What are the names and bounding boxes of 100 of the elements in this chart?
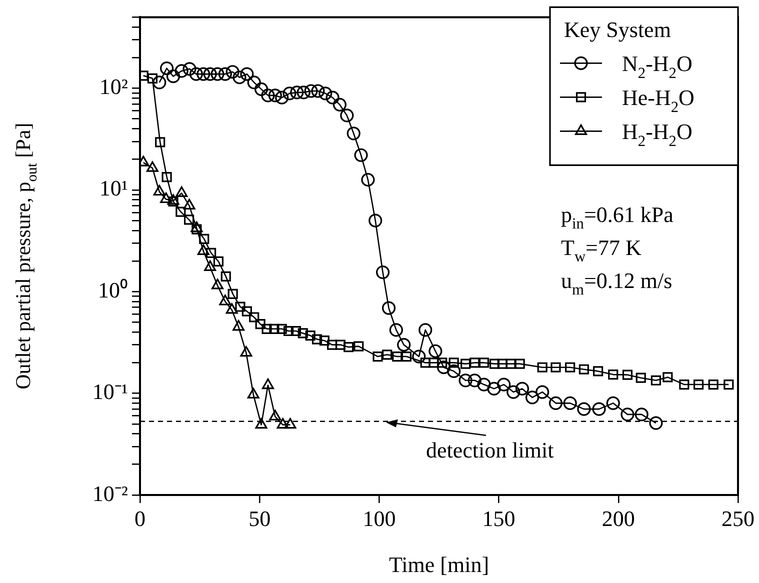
point (226, 303, 238, 314)
point (335, 340, 346, 350)
point (219, 294, 232, 306)
point (563, 396, 577, 410)
point (311, 84, 325, 98)
point (537, 362, 548, 372)
point (262, 378, 274, 390)
point (649, 416, 663, 430)
point (346, 126, 360, 140)
point (327, 340, 338, 350)
point (228, 288, 238, 299)
point (182, 62, 196, 76)
point (506, 385, 520, 399)
point (284, 326, 294, 336)
point (160, 192, 172, 204)
point (392, 351, 402, 362)
point (269, 324, 280, 334)
point (565, 362, 576, 372)
point (197, 244, 210, 255)
point (189, 67, 204, 81)
point (550, 362, 561, 372)
point (515, 382, 530, 396)
point (428, 344, 442, 358)
point (312, 334, 322, 344)
point (397, 338, 411, 352)
point (255, 319, 266, 330)
point (210, 67, 224, 81)
point (344, 342, 354, 352)
point (447, 364, 461, 378)
point (162, 172, 172, 182)
point (232, 320, 245, 331)
point (226, 65, 240, 79)
point (497, 378, 511, 392)
point (240, 346, 252, 357)
point (152, 76, 166, 90)
point (176, 206, 186, 217)
point (578, 364, 589, 374)
point (276, 418, 289, 429)
point (460, 358, 471, 369)
point (401, 351, 412, 362)
point (478, 358, 490, 368)
point (326, 90, 340, 104)
point (282, 86, 296, 100)
point (166, 70, 180, 84)
x-tick-label: 50 (248, 506, 271, 531)
point (235, 302, 246, 312)
point (192, 224, 202, 234)
point (146, 161, 158, 172)
point (298, 328, 308, 338)
point (261, 88, 275, 102)
y-tick-label: 10⁻² (92, 480, 128, 506)
point (304, 84, 318, 98)
point (268, 88, 282, 102)
y-tick-label: 10⁰ (98, 277, 128, 302)
point (679, 379, 690, 390)
point (448, 358, 459, 368)
point (354, 148, 368, 162)
point (428, 358, 439, 368)
point (318, 86, 332, 100)
point (183, 198, 196, 210)
point (592, 402, 606, 416)
point (284, 418, 296, 429)
y-tick-label: 10⁻¹ (92, 379, 128, 404)
point (620, 408, 634, 422)
x-axis-title: Time [min] (388, 552, 490, 577)
point (497, 358, 508, 369)
x-tick-label: 200 (602, 506, 635, 531)
point (340, 108, 354, 122)
point (218, 67, 232, 81)
point (506, 358, 516, 369)
point (276, 324, 287, 334)
point (176, 186, 188, 197)
point (153, 184, 166, 196)
point (536, 385, 550, 399)
point (305, 330, 316, 341)
point (255, 418, 268, 429)
point (232, 70, 246, 84)
point (693, 379, 704, 390)
point (190, 221, 203, 232)
x-tick-label: 150 (482, 506, 516, 531)
point (155, 137, 166, 148)
point (608, 369, 618, 380)
point (634, 408, 648, 422)
point (487, 382, 501, 396)
y-axis-title: Outlet partial pressure, pout [Pa] (11, 122, 40, 390)
point (160, 62, 174, 76)
point (708, 379, 718, 390)
point (577, 402, 591, 416)
point (662, 372, 673, 382)
point (636, 372, 646, 383)
point (420, 358, 430, 368)
x-tick-label: 100 (362, 506, 396, 531)
point (372, 351, 383, 362)
point (242, 306, 252, 316)
point (332, 98, 347, 112)
point (262, 324, 272, 334)
point (382, 301, 396, 315)
point (174, 64, 188, 78)
point (468, 374, 482, 388)
annotation: detection limit (426, 437, 554, 462)
